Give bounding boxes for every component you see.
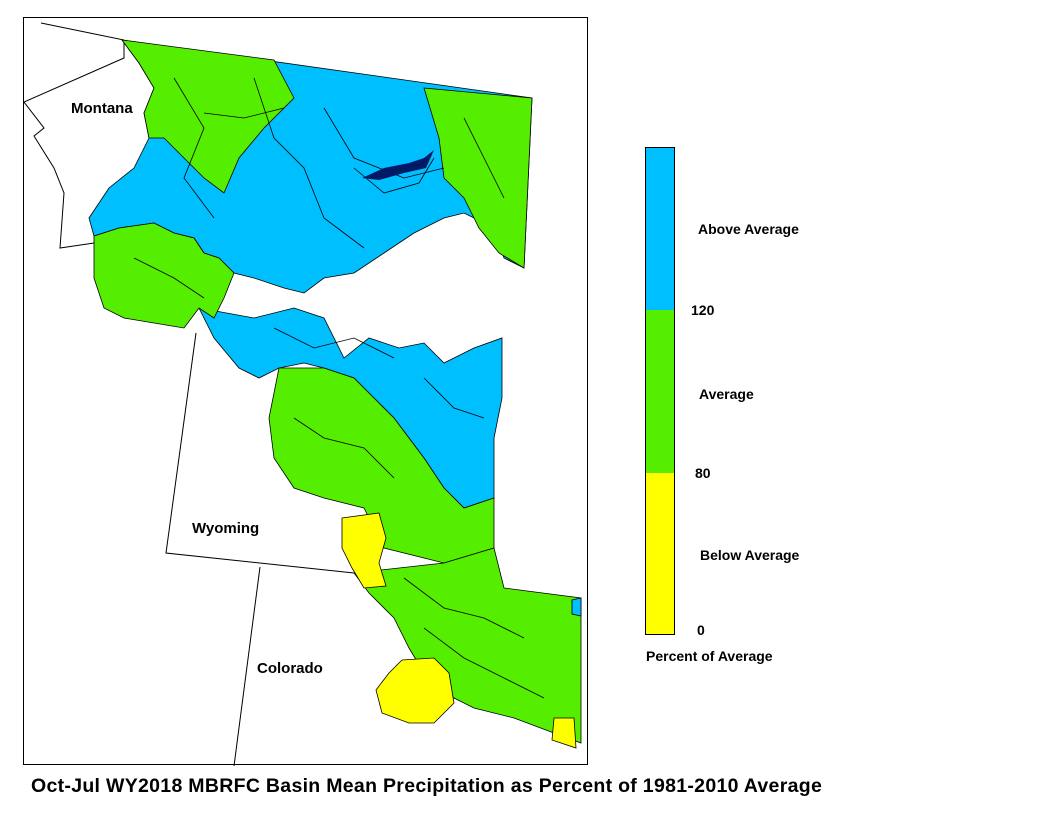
- legend-tick-120: 120: [691, 302, 715, 318]
- region-below-wyoming: [341, 512, 387, 589]
- legend-swatch-average: [646, 310, 674, 473]
- legend-tick-0: 0: [697, 622, 705, 638]
- legend-swatch-above: [646, 148, 674, 310]
- state-label-montana: Montana: [71, 100, 133, 117]
- map-caption: Oct-Jul WY2018 MBRFC Basin Mean Precipit…: [31, 775, 823, 797]
- wyoming-outline: [165, 332, 355, 574]
- colorado-outline: [233, 566, 261, 766]
- legend-label-average: Average: [699, 386, 754, 402]
- state-label-colorado: Colorado: [257, 660, 323, 677]
- region-below-colorado: [375, 657, 455, 724]
- region-below-southeast: [551, 717, 577, 749]
- basin-boundaries: [133, 77, 545, 699]
- region-average-northeast: [423, 87, 533, 269]
- legend-tick-80: 80: [695, 465, 711, 481]
- region-average-north: [121, 39, 295, 194]
- region-average-south: [353, 547, 582, 744]
- legend-label-below: Below Average: [700, 547, 800, 563]
- legend-color-bar: [645, 147, 675, 635]
- legend-title: Percent of Average: [646, 648, 773, 664]
- legend-label-above: Above Average: [698, 221, 799, 237]
- region-average-west: [93, 222, 235, 329]
- state-label-wyoming: Wyoming: [192, 520, 260, 537]
- region-above-southeast-corner: [571, 597, 582, 617]
- map-canvas: [24, 22, 582, 766]
- basin-map: Montana Wyoming Colorado: [23, 17, 588, 766]
- lake-feature: [362, 150, 434, 180]
- legend-swatch-below: [646, 473, 674, 634]
